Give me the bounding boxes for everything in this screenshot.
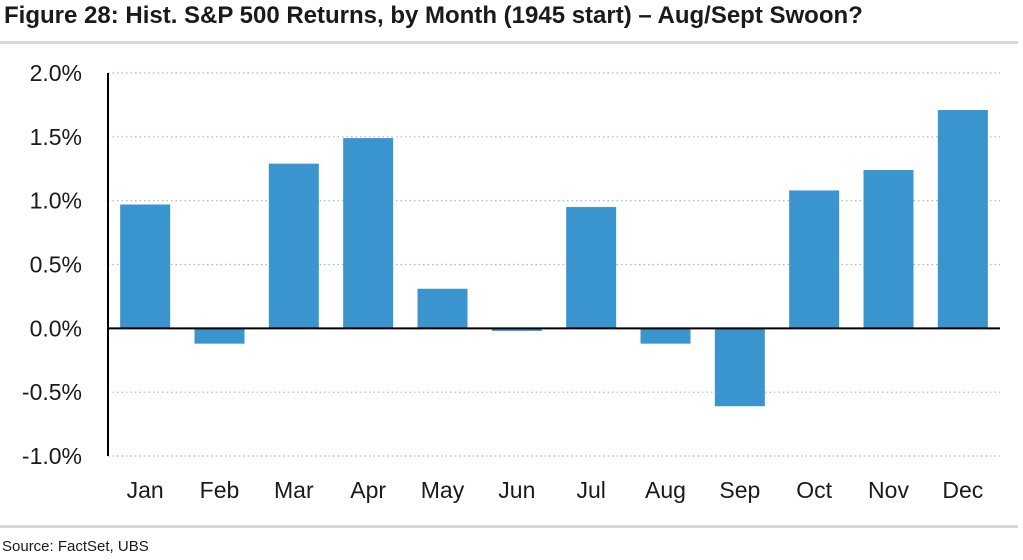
y-tick-label: 1.0% [30,188,82,214]
y-tick-label: 1.5% [30,124,82,150]
x-tick-label: Dec [942,477,983,503]
bar-nov [863,170,914,329]
x-tick-label: Jul [576,477,605,503]
bar-jan [120,204,171,329]
bar-feb [194,328,245,344]
x-tick-label: Mar [274,477,314,503]
bar-apr [343,138,394,329]
bar-jul [566,207,617,329]
x-tick-label: Feb [200,477,240,503]
x-tick-label: Apr [350,477,386,503]
y-tick-label: 2.0% [30,60,82,86]
bar-mar [268,163,319,329]
x-tick-label: Oct [796,477,832,503]
bar-dec [937,110,988,329]
x-tick-label: Jan [127,477,164,503]
y-tick-label: 0.5% [30,252,82,278]
bar-sep [714,328,765,407]
x-tick-label: Jun [498,477,535,503]
x-tick-label: May [421,477,465,503]
bar-jun [491,328,542,331]
source-note: Source: FactSet, UBS [2,538,149,555]
x-tick-label: Nov [868,477,909,503]
bar-oct [789,190,840,329]
x-tick-label: Sep [719,477,760,503]
bar-aug [640,328,691,344]
y-tick-label: 0.0% [30,315,82,341]
bar-chart: 2.0% 1.5% 1.0% 0.5% 0.0% -0.5% -1.0% Jan Feb Mar A… [22,60,1000,503]
x-tick-label: Aug [645,477,686,503]
bottom-divider [0,525,1018,528]
figure-title: Figure 28: Hist. S&P 500 Returns, by Mon… [4,2,863,29]
title-divider [0,41,1018,44]
y-tick-label: -0.5% [22,379,82,405]
y-tick-label: -1.0% [22,443,82,469]
bar-may [417,288,468,329]
